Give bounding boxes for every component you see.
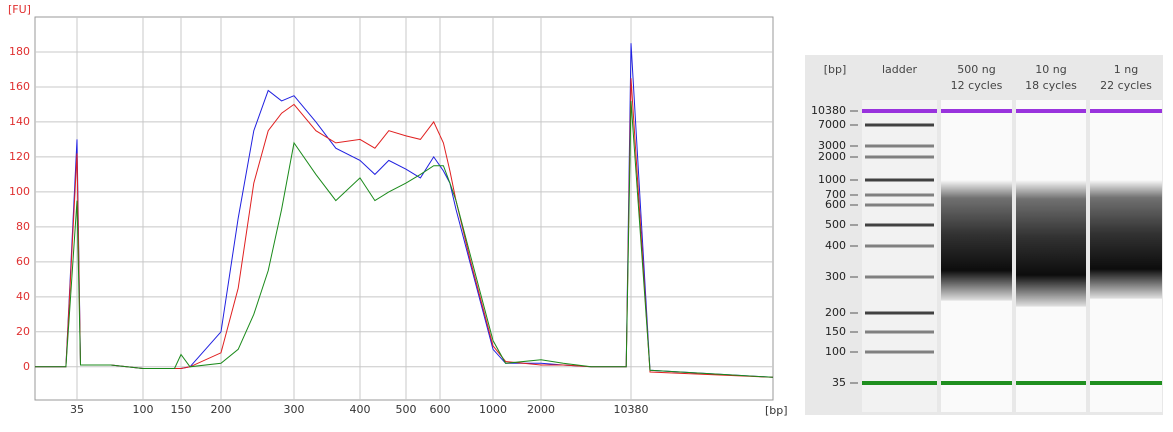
marker-band [1016, 109, 1086, 113]
ladder-band [865, 275, 934, 279]
marker-band [862, 109, 937, 113]
y-tick-label: 120 [9, 150, 30, 163]
x-tick-label: 500 [396, 403, 417, 416]
lane-label: 22 cycles [1100, 79, 1152, 92]
ladder-band [865, 244, 934, 248]
lane [862, 100, 937, 412]
y-tick-label: 140 [9, 115, 30, 128]
x-tick-label: 600 [430, 403, 451, 416]
smear [941, 180, 1012, 301]
y-tick-label: 150 [825, 325, 846, 338]
ladder-band [865, 178, 934, 182]
y-tick-label: 2000 [818, 150, 846, 163]
y-tick-label: 20 [16, 325, 30, 338]
y-tick-label: 500 [825, 218, 846, 231]
y-tick-label: 600 [825, 198, 846, 211]
marker-band [941, 109, 1012, 113]
x-tick-label: 100 [133, 403, 154, 416]
y-tick-label: 100 [9, 185, 30, 198]
plot-area [34, 16, 774, 401]
x-tick-label: 300 [284, 403, 305, 416]
x-axis-label: [bp] [765, 404, 788, 417]
y-tick-label: 7000 [818, 118, 846, 131]
y-axis-label: [bp] [824, 63, 847, 76]
lane-label: 1 ng [1114, 63, 1138, 76]
ladder-band [865, 350, 934, 354]
y-tick-label: 100 [825, 345, 846, 358]
ladder-band [865, 203, 934, 207]
x-tick-label: 200 [211, 403, 232, 416]
x-tick-label: 10380 [614, 403, 649, 416]
lane-label: 12 cycles [951, 79, 1003, 92]
ladder-band [865, 144, 934, 148]
x-tick-label: 35 [70, 403, 84, 416]
y-tick-label: 80 [16, 220, 30, 233]
marker-band [1016, 381, 1086, 385]
x-tick-label: 1000 [479, 403, 507, 416]
marker-band [862, 381, 937, 385]
ladder-band [865, 123, 934, 127]
y-tick-label: 35 [832, 376, 846, 389]
lane-label: 18 cycles [1025, 79, 1077, 92]
y-tick-label: 700 [825, 188, 846, 201]
y-tick-label: 3000 [818, 139, 846, 152]
y-tick-label: 0 [23, 360, 30, 373]
y-axis-label: [FU] [8, 3, 31, 16]
y-tick-label: 40 [16, 290, 30, 303]
marker-band [941, 381, 1012, 385]
y-tick-label: 60 [16, 255, 30, 268]
ladder-band [865, 330, 934, 334]
x-tick-label: 400 [350, 403, 371, 416]
y-tick-label: 1000 [818, 173, 846, 186]
y-tick-label: 160 [9, 80, 30, 93]
smear [1090, 180, 1162, 299]
lane-label: 500 ng [957, 63, 995, 76]
marker-band [1090, 109, 1162, 113]
ladder-band [865, 155, 934, 159]
lane-label: 10 ng [1035, 63, 1066, 76]
ladder-band [865, 223, 934, 227]
y-tick-label: 400 [825, 239, 846, 252]
ladder-band [865, 193, 934, 197]
y-tick-label: 180 [9, 45, 30, 58]
y-tick-label: 10380 [811, 104, 846, 117]
series-line [35, 100, 774, 378]
smear [1016, 180, 1086, 307]
x-tick-label: 2000 [527, 403, 555, 416]
lane-label: ladder [882, 63, 918, 76]
x-tick-label: 150 [171, 403, 192, 416]
y-tick-label: 200 [825, 306, 846, 319]
y-tick-label: 300 [825, 270, 846, 283]
ladder-band [865, 311, 934, 315]
marker-band [1090, 381, 1162, 385]
